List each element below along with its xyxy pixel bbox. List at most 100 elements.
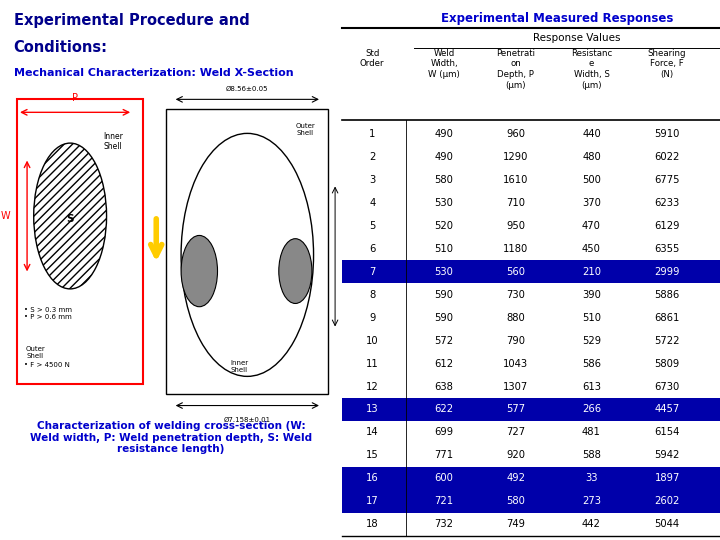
Text: 11: 11 bbox=[366, 359, 379, 369]
Text: W: W bbox=[1, 211, 10, 221]
Text: Experimental Measured Responses: Experimental Measured Responses bbox=[441, 12, 674, 25]
Text: 721: 721 bbox=[434, 496, 454, 507]
Text: Characterization of welding cross-section (W:
Weld width, P: Weld penetration de: Characterization of welding cross-sectio… bbox=[30, 421, 312, 454]
Text: 699: 699 bbox=[434, 427, 454, 437]
Text: 732: 732 bbox=[435, 519, 454, 529]
Text: 2602: 2602 bbox=[654, 496, 680, 507]
Text: Shearing
Force, F
(N): Shearing Force, F (N) bbox=[648, 49, 686, 79]
Text: 920: 920 bbox=[506, 450, 526, 461]
Text: Inner
Shell: Inner Shell bbox=[103, 132, 123, 151]
Text: 6861: 6861 bbox=[654, 313, 680, 323]
Text: 13: 13 bbox=[366, 404, 379, 415]
Text: Outer
Shell: Outer Shell bbox=[295, 123, 315, 136]
Text: 588: 588 bbox=[582, 450, 601, 461]
Bar bbox=[342, 398, 720, 421]
Text: 560: 560 bbox=[506, 267, 526, 277]
Text: 16: 16 bbox=[366, 473, 379, 483]
Text: 6: 6 bbox=[369, 244, 375, 254]
Text: P: P bbox=[72, 93, 78, 103]
Text: 370: 370 bbox=[582, 198, 601, 208]
Text: 510: 510 bbox=[582, 313, 601, 323]
Text: 490: 490 bbox=[435, 152, 454, 162]
Text: 6355: 6355 bbox=[654, 244, 680, 254]
Text: 6154: 6154 bbox=[654, 427, 680, 437]
Bar bbox=[342, 260, 720, 283]
Text: 510: 510 bbox=[435, 244, 454, 254]
Text: 612: 612 bbox=[434, 359, 454, 369]
Text: 15: 15 bbox=[366, 450, 379, 461]
Text: 5942: 5942 bbox=[654, 450, 680, 461]
Text: Experimental Procedure and: Experimental Procedure and bbox=[14, 14, 249, 29]
Text: 390: 390 bbox=[582, 289, 601, 300]
Text: 6730: 6730 bbox=[654, 381, 680, 391]
Text: 5886: 5886 bbox=[654, 289, 680, 300]
Text: 580: 580 bbox=[435, 175, 454, 185]
Text: 880: 880 bbox=[506, 313, 526, 323]
Text: Outer
Shell: Outer Shell bbox=[25, 346, 45, 359]
Text: 600: 600 bbox=[435, 473, 454, 483]
Text: 577: 577 bbox=[506, 404, 526, 415]
Text: 622: 622 bbox=[434, 404, 454, 415]
Text: 470: 470 bbox=[582, 221, 601, 231]
Ellipse shape bbox=[181, 133, 314, 376]
Text: 530: 530 bbox=[435, 267, 454, 277]
Text: • F > 4500 N: • F > 4500 N bbox=[24, 362, 70, 368]
Text: 6129: 6129 bbox=[654, 221, 680, 231]
Text: 572: 572 bbox=[434, 335, 454, 346]
Text: 4457: 4457 bbox=[654, 404, 680, 415]
Text: 5910: 5910 bbox=[654, 129, 680, 139]
Text: 7: 7 bbox=[369, 267, 375, 277]
Text: 6022: 6022 bbox=[654, 152, 680, 162]
Text: 3: 3 bbox=[369, 175, 375, 185]
Bar bbox=[166, 109, 328, 394]
Text: 530: 530 bbox=[435, 198, 454, 208]
Text: S: S bbox=[66, 214, 74, 224]
Text: Ø8.56±0.05: Ø8.56±0.05 bbox=[226, 86, 269, 92]
Text: Std
Order: Std Order bbox=[360, 49, 384, 69]
Text: 960: 960 bbox=[506, 129, 526, 139]
Text: 5809: 5809 bbox=[654, 359, 680, 369]
Text: 210: 210 bbox=[582, 267, 601, 277]
Text: 33: 33 bbox=[585, 473, 598, 483]
Text: 5722: 5722 bbox=[654, 335, 680, 346]
Text: 790: 790 bbox=[506, 335, 526, 346]
Text: 17: 17 bbox=[366, 496, 379, 507]
Text: 5044: 5044 bbox=[654, 519, 680, 529]
Text: 266: 266 bbox=[582, 404, 601, 415]
Text: 492: 492 bbox=[506, 473, 526, 483]
Text: 529: 529 bbox=[582, 335, 601, 346]
Text: Ø7.158±0.01: Ø7.158±0.01 bbox=[224, 417, 271, 423]
Text: Response Values: Response Values bbox=[533, 33, 620, 44]
Text: 1610: 1610 bbox=[503, 175, 528, 185]
Ellipse shape bbox=[181, 235, 217, 307]
Text: 1897: 1897 bbox=[654, 473, 680, 483]
Text: 730: 730 bbox=[506, 289, 526, 300]
Text: 9: 9 bbox=[369, 313, 375, 323]
Text: 14: 14 bbox=[366, 427, 379, 437]
Text: 4: 4 bbox=[369, 198, 375, 208]
Text: 1180: 1180 bbox=[503, 244, 528, 254]
Text: 8: 8 bbox=[369, 289, 375, 300]
Text: Mechanical Characterization: Weld X-Section: Mechanical Characterization: Weld X-Sect… bbox=[14, 68, 293, 78]
Text: Weld
Width,
W (μm): Weld Width, W (μm) bbox=[428, 49, 460, 79]
Text: 520: 520 bbox=[435, 221, 454, 231]
Text: 6233: 6233 bbox=[654, 198, 680, 208]
Ellipse shape bbox=[34, 143, 107, 289]
Text: 580: 580 bbox=[506, 496, 526, 507]
Text: 1307: 1307 bbox=[503, 381, 528, 391]
Text: 950: 950 bbox=[506, 221, 526, 231]
Text: 586: 586 bbox=[582, 359, 601, 369]
Text: 1290: 1290 bbox=[503, 152, 528, 162]
Text: Inner
Shell: Inner Shell bbox=[230, 360, 248, 373]
Text: 613: 613 bbox=[582, 381, 601, 391]
Bar bbox=[17, 99, 143, 384]
Text: 442: 442 bbox=[582, 519, 601, 529]
Text: 6775: 6775 bbox=[654, 175, 680, 185]
Text: 590: 590 bbox=[435, 313, 454, 323]
Text: 490: 490 bbox=[435, 129, 454, 139]
Text: 480: 480 bbox=[582, 152, 601, 162]
Text: 500: 500 bbox=[582, 175, 601, 185]
Text: 18: 18 bbox=[366, 519, 379, 529]
Bar bbox=[342, 490, 720, 513]
Bar bbox=[342, 467, 720, 490]
